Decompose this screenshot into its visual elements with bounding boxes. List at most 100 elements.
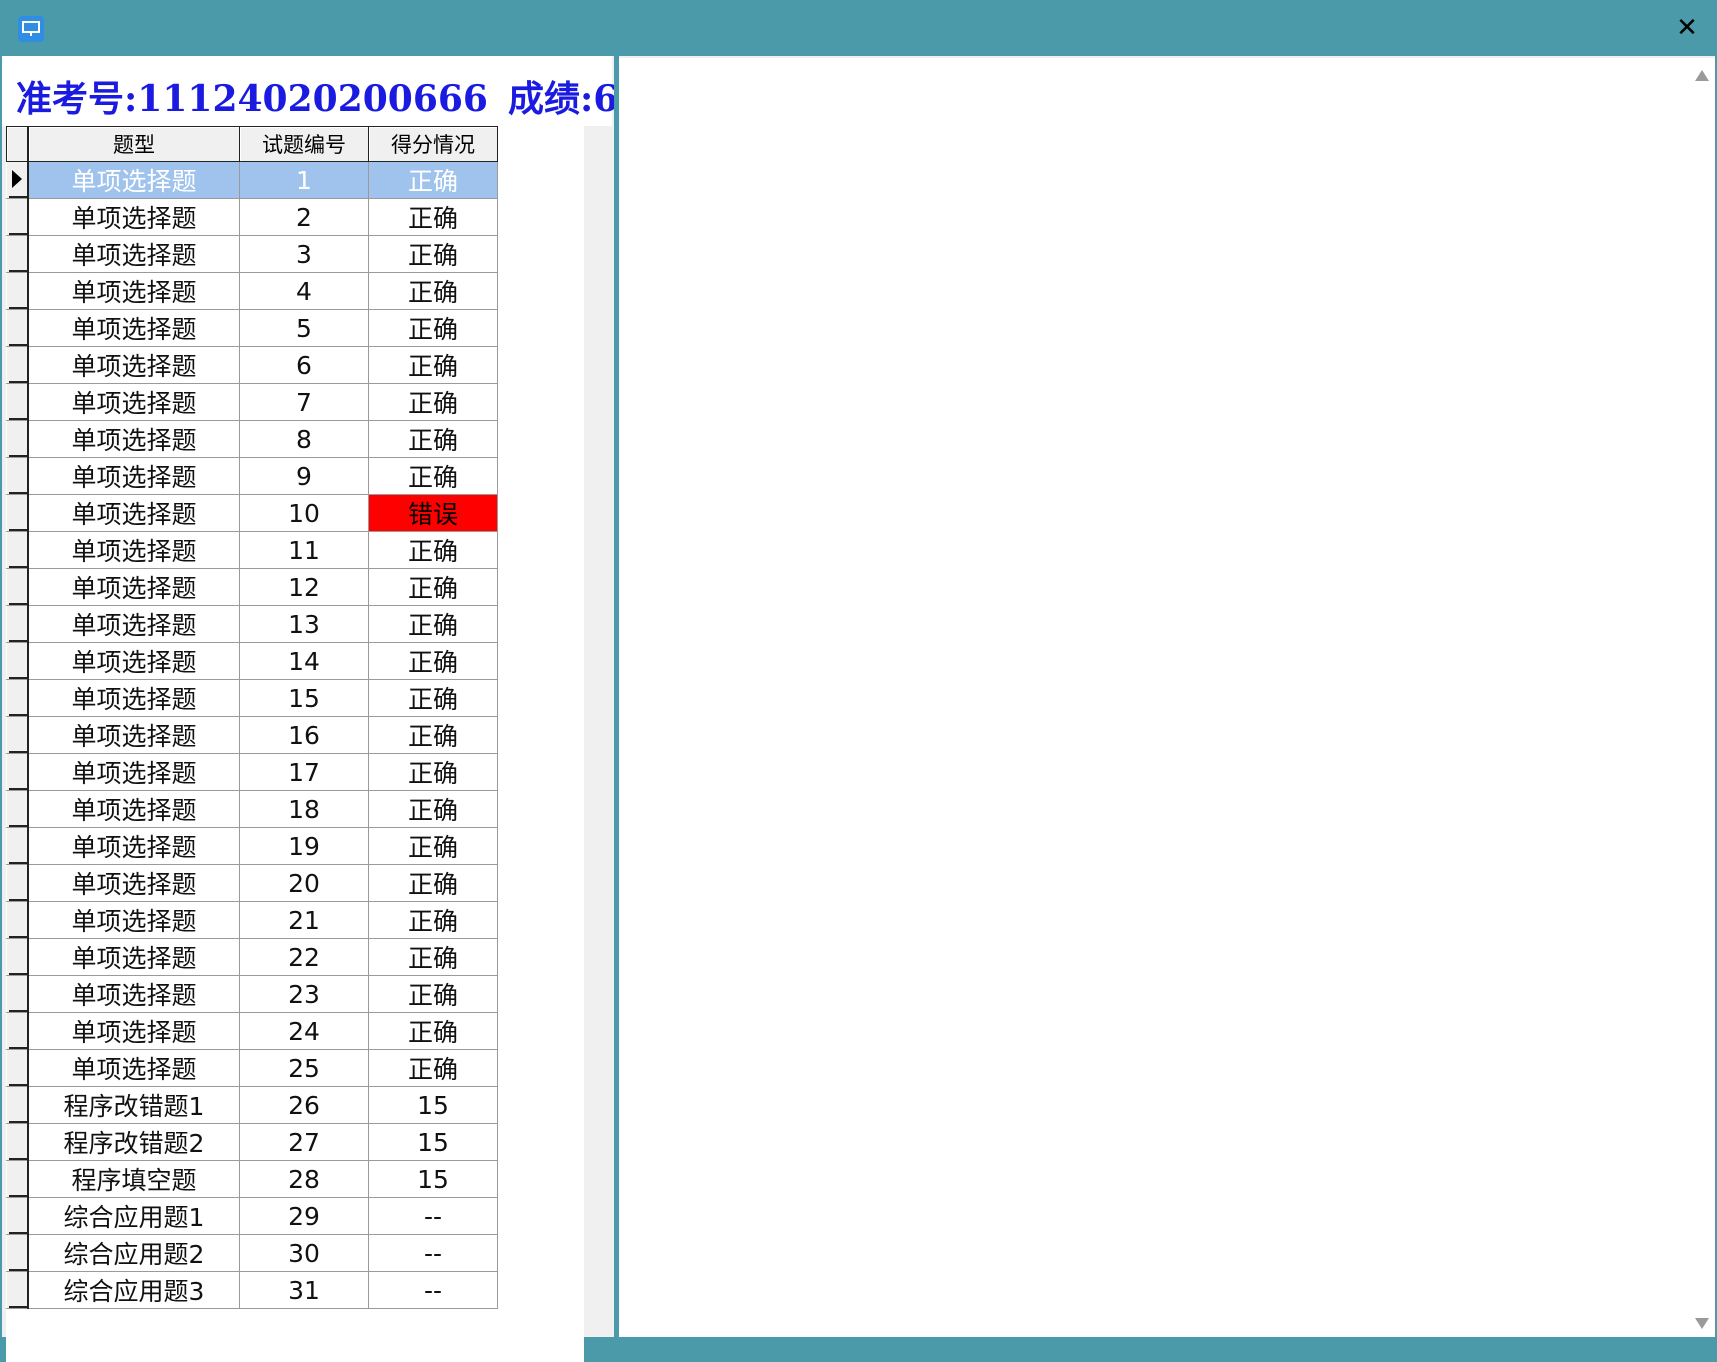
cell-result[interactable]: 15: [368, 1086, 498, 1124]
cell-number[interactable]: 14: [239, 642, 369, 680]
table-row[interactable]: 单项选择题 13 正确: [6, 605, 498, 643]
row-indicator[interactable]: [6, 198, 29, 236]
row-indicator[interactable]: [6, 864, 29, 902]
row-indicator[interactable]: [6, 531, 29, 569]
cell-number[interactable]: 2: [239, 198, 369, 236]
column-header-number[interactable]: 试题编号: [239, 126, 369, 162]
cell-result[interactable]: 正确: [368, 790, 498, 828]
cell-result[interactable]: 正确: [368, 1049, 498, 1087]
row-indicator[interactable]: [6, 679, 29, 717]
cell-type[interactable]: 单项选择题: [27, 605, 240, 643]
cell-number[interactable]: 4: [239, 272, 369, 310]
row-indicator[interactable]: [6, 1012, 29, 1050]
table-row[interactable]: 单项选择题 22 正确: [6, 938, 498, 976]
cell-type[interactable]: 单项选择题: [27, 753, 240, 791]
cell-number[interactable]: 10: [239, 494, 369, 532]
cell-type[interactable]: 单项选择题: [27, 1049, 240, 1087]
cell-type[interactable]: 程序改错题2: [27, 1123, 240, 1161]
table-row[interactable]: 单项选择题 15 正确: [6, 679, 498, 717]
table-row[interactable]: 单项选择题 20 正确: [6, 864, 498, 902]
table-row[interactable]: 单项选择题 25 正确: [6, 1049, 498, 1087]
row-indicator[interactable]: [6, 457, 29, 495]
row-indicator[interactable]: [6, 1271, 29, 1309]
row-indicator[interactable]: [6, 235, 29, 273]
row-indicator[interactable]: [6, 1123, 29, 1161]
table-row[interactable]: 单项选择题 5 正确: [6, 309, 498, 347]
row-indicator[interactable]: [6, 272, 29, 310]
cell-result[interactable]: 正确: [368, 716, 498, 754]
cell-number[interactable]: 19: [239, 827, 369, 865]
row-indicator[interactable]: [6, 494, 29, 532]
cell-number[interactable]: 9: [239, 457, 369, 495]
cell-type[interactable]: 单项选择题: [27, 494, 240, 532]
cell-number[interactable]: 20: [239, 864, 369, 902]
cell-type[interactable]: 单项选择题: [27, 457, 240, 495]
table-row[interactable]: 单项选择题 16 正确: [6, 716, 498, 754]
cell-result[interactable]: 正确: [368, 938, 498, 976]
table-row[interactable]: 单项选择题 12 正确: [6, 568, 498, 606]
cell-type[interactable]: 单项选择题: [27, 864, 240, 902]
table-row[interactable]: 综合应用题2 30 --: [6, 1234, 498, 1272]
table-row[interactable]: 单项选择题 11 正确: [6, 531, 498, 569]
cell-type[interactable]: 单项选择题: [27, 346, 240, 384]
table-row[interactable]: 单项选择题 7 正确: [6, 383, 498, 421]
cell-number[interactable]: 1: [239, 161, 369, 199]
cell-number[interactable]: 11: [239, 531, 369, 569]
cell-type[interactable]: 单项选择题: [27, 975, 240, 1013]
table-row[interactable]: 单项选择题 8 正确: [6, 420, 498, 458]
cell-number[interactable]: 31: [239, 1271, 369, 1309]
cell-number[interactable]: 5: [239, 309, 369, 347]
cell-result[interactable]: --: [368, 1271, 498, 1309]
cell-number[interactable]: 18: [239, 790, 369, 828]
table-row[interactable]: 单项选择题 6 正确: [6, 346, 498, 384]
cell-result[interactable]: 正确: [368, 827, 498, 865]
table-row[interactable]: 单项选择题 1 正确: [6, 161, 498, 199]
cell-type[interactable]: 单项选择题: [27, 716, 240, 754]
cell-result[interactable]: 正确: [368, 346, 498, 384]
table-row[interactable]: 综合应用题3 31 --: [6, 1271, 498, 1309]
cell-number[interactable]: 16: [239, 716, 369, 754]
cell-number[interactable]: 30: [239, 1234, 369, 1272]
cell-result[interactable]: 正确: [368, 568, 498, 606]
cell-result[interactable]: 正确: [368, 975, 498, 1013]
cell-number[interactable]: 3: [239, 235, 369, 273]
cell-type[interactable]: 综合应用题2: [27, 1234, 240, 1272]
cell-result[interactable]: 正确: [368, 457, 498, 495]
cell-type[interactable]: 单项选择题: [27, 235, 240, 273]
table-row[interactable]: 单项选择题 3 正确: [6, 235, 498, 273]
scroll-down-icon[interactable]: [1695, 1318, 1709, 1329]
cell-result[interactable]: 正确: [368, 420, 498, 458]
cell-result[interactable]: 正确: [368, 605, 498, 643]
cell-type[interactable]: 单项选择题: [27, 827, 240, 865]
cell-type[interactable]: 单项选择题: [27, 161, 240, 199]
cell-number[interactable]: 8: [239, 420, 369, 458]
cell-result[interactable]: 正确: [368, 198, 498, 236]
table-row[interactable]: 单项选择题 21 正确: [6, 901, 498, 939]
cell-type[interactable]: 单项选择题: [27, 309, 240, 347]
row-indicator[interactable]: [6, 309, 29, 347]
cell-result[interactable]: 正确: [368, 679, 498, 717]
cell-result[interactable]: --: [368, 1234, 498, 1272]
table-row[interactable]: 单项选择题 18 正确: [6, 790, 498, 828]
row-indicator[interactable]: [6, 383, 29, 421]
row-indicator[interactable]: [6, 161, 29, 199]
cell-result[interactable]: 正确: [368, 753, 498, 791]
cell-number[interactable]: 17: [239, 753, 369, 791]
cell-type[interactable]: 单项选择题: [27, 531, 240, 569]
cell-number[interactable]: 25: [239, 1049, 369, 1087]
table-row[interactable]: 单项选择题 4 正确: [6, 272, 498, 310]
table-row[interactable]: 单项选择题 17 正确: [6, 753, 498, 791]
cell-type[interactable]: 综合应用题1: [27, 1197, 240, 1235]
cell-number[interactable]: 28: [239, 1160, 369, 1198]
cell-type[interactable]: 单项选择题: [27, 1012, 240, 1050]
cell-type[interactable]: 单项选择题: [27, 679, 240, 717]
row-indicator[interactable]: [6, 568, 29, 606]
cell-number[interactable]: 22: [239, 938, 369, 976]
row-indicator[interactable]: [6, 1234, 29, 1272]
row-indicator[interactable]: [6, 975, 29, 1013]
cell-type[interactable]: 单项选择题: [27, 568, 240, 606]
cell-number[interactable]: 7: [239, 383, 369, 421]
table-row[interactable]: 单项选择题 2 正确: [6, 198, 498, 236]
table-row[interactable]: 程序填空题 28 15: [6, 1160, 498, 1198]
row-indicator[interactable]: [6, 716, 29, 754]
